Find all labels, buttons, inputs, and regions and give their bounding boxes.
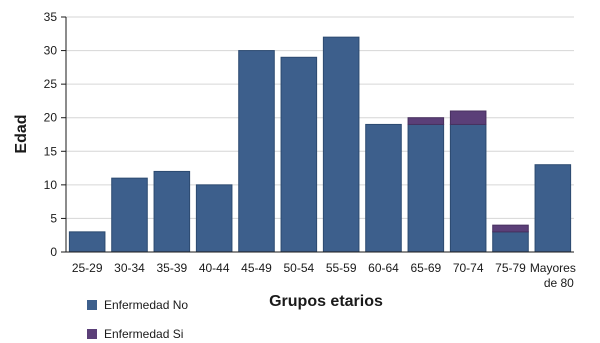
- bar-enfermedad-si-65-69: [407, 117, 445, 125]
- bar-enfermedad-no-75-79: [492, 231, 529, 253]
- gridlines: [66, 16, 574, 253]
- bar-enfermedad-no-mayores-de-80: [534, 164, 572, 253]
- x-tick-label: 30-34: [114, 261, 145, 275]
- bar-enfermedad-no-50-54: [280, 56, 318, 253]
- bar-enfermedad-no-70-74: [449, 123, 487, 253]
- x-tick-label: Mayores de 80: [530, 261, 576, 290]
- bar-enfermedad-no-25-29: [68, 231, 106, 253]
- x-tick-label: 65-69: [410, 261, 441, 275]
- x-tick-label: 35-39: [156, 261, 187, 275]
- bar-enfermedad-no-60-64: [365, 123, 402, 253]
- axes: [65, 17, 574, 253]
- y-tick-label: 15: [44, 144, 58, 158]
- bars: [68, 36, 572, 253]
- bar-enfermedad-si-75-79: [492, 224, 529, 233]
- y-tick-label: 30: [44, 44, 58, 58]
- bar-enfermedad-no-65-69: [407, 123, 445, 253]
- y-tick-labels: 0 5 10 15 20 25 30 35: [44, 10, 66, 259]
- bar-enfermedad-no-40-44: [195, 184, 233, 253]
- x-tick-label: 55-59: [326, 261, 357, 275]
- y-axis-label: Edad: [13, 114, 30, 153]
- x-tick-labels: 25-29 30-34 35-39 40-44 45-49 50-54 55-59 60-64…: [72, 261, 576, 290]
- y-tick-label: 25: [44, 77, 58, 91]
- x-tick-label: 25-29: [72, 261, 103, 275]
- bar-enfermedad-no-45-49: [238, 50, 275, 253]
- y-tick-label: 35: [44, 10, 58, 24]
- legend: Enfermedad No Enfermedad Si: [87, 298, 188, 341]
- y-tick-label: 20: [44, 111, 58, 125]
- y-tick-label: 10: [44, 178, 58, 192]
- x-tick-label: 70-74: [453, 261, 484, 275]
- x-tick-label: 75-79: [495, 261, 526, 275]
- x-axis-label: Grupos etarios: [269, 293, 383, 310]
- legend-label-enfermedad-si: Enfermedad Si: [104, 327, 183, 341]
- x-tick-label: 60-64: [368, 261, 399, 275]
- bar-enfermedad-no-55-59: [322, 36, 360, 253]
- bar-enfermedad-si-70-74: [449, 110, 487, 125]
- legend-swatch-enfermedad-no: [87, 300, 97, 310]
- x-tick-label: 50-54: [283, 261, 314, 275]
- legend-label-enfermedad-no: Enfermedad No: [104, 298, 188, 312]
- bar-enfermedad-no-30-34: [111, 177, 148, 253]
- legend-swatch-enfermedad-si: [87, 329, 97, 339]
- bar-enfermedad-no-35-39: [153, 170, 191, 253]
- x-tick-label: 45-49: [241, 261, 272, 275]
- y-tick-label: 5: [50, 211, 57, 225]
- x-tick-label: 40-44: [199, 261, 230, 275]
- y-tick-label: 0: [50, 245, 57, 259]
